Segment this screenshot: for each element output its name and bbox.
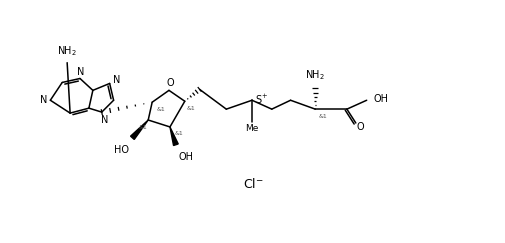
Text: &1: &1 — [174, 131, 183, 136]
Text: S$^{+}$: S$^{+}$ — [255, 93, 268, 106]
Text: N: N — [77, 67, 84, 77]
Text: O: O — [356, 122, 364, 132]
Text: &1: &1 — [318, 113, 327, 119]
Polygon shape — [130, 120, 148, 139]
Text: HO: HO — [114, 145, 129, 155]
Polygon shape — [170, 127, 178, 146]
Text: OH: OH — [373, 94, 388, 104]
Text: N: N — [113, 76, 120, 86]
Text: Cl$^{-}$: Cl$^{-}$ — [242, 177, 263, 191]
Text: &1: &1 — [138, 125, 147, 130]
Text: O: O — [166, 78, 173, 88]
Text: N: N — [101, 115, 108, 125]
Text: NH$_2$: NH$_2$ — [57, 44, 77, 58]
Text: OH: OH — [178, 152, 193, 162]
Text: Me: Me — [245, 124, 258, 133]
Text: &1: &1 — [186, 106, 195, 111]
Text: N: N — [40, 95, 47, 105]
Text: &1: &1 — [157, 107, 165, 112]
Text: NH$_2$: NH$_2$ — [305, 69, 325, 82]
